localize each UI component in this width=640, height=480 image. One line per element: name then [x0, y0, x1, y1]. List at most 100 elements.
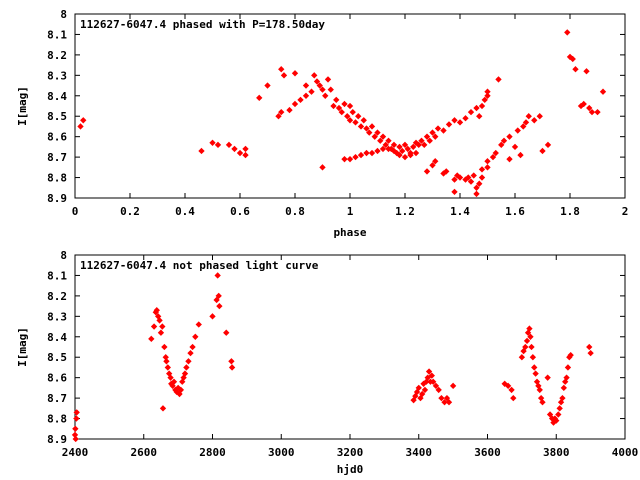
y-axis-label: I[mag] — [16, 86, 29, 126]
data-point — [428, 372, 435, 379]
x-tick-label: 1 — [347, 205, 354, 218]
data-point — [148, 335, 155, 342]
y-tick-label: 8.5 — [47, 110, 67, 123]
data-point — [501, 380, 508, 387]
data-point — [390, 147, 398, 155]
data-point — [432, 133, 439, 140]
data-point — [536, 113, 543, 120]
data-point — [432, 158, 439, 165]
data-point — [311, 72, 318, 79]
data-point — [525, 113, 532, 120]
data-point — [478, 166, 486, 173]
data-point — [195, 321, 202, 328]
data-point — [504, 382, 512, 390]
data-point — [438, 394, 445, 402]
data-point — [484, 158, 491, 165]
plot-frame — [74, 254, 626, 440]
data-point — [529, 354, 537, 361]
data-point — [264, 82, 271, 89]
y-tick-label: 8.3 — [47, 69, 67, 82]
data-point — [344, 113, 351, 120]
unphased-light-curve-panel: 2400 2600 2800 3000 3200 3400 3600 3800 4000 8 8.1… — [16, 249, 638, 476]
x-tick-label: 1.2 — [395, 205, 415, 218]
y-tick-label: 8.7 — [47, 392, 67, 405]
data-point — [441, 399, 448, 406]
data-point — [456, 174, 464, 181]
data-point — [462, 115, 469, 122]
data-point — [415, 141, 422, 149]
data-point — [377, 137, 384, 144]
data-point — [527, 333, 534, 340]
x-tick-label: 0.6 — [230, 205, 250, 218]
data-point — [572, 66, 579, 73]
y-tick-label: 8.6 — [47, 131, 67, 144]
data-point — [413, 388, 421, 396]
data-point — [518, 354, 526, 361]
data-point — [445, 121, 453, 128]
x-axis-label: hjd0 — [337, 463, 364, 476]
data-point — [563, 374, 570, 381]
data-point — [567, 352, 574, 359]
data-point — [415, 384, 422, 392]
data-point — [214, 141, 222, 149]
data-point — [374, 129, 381, 136]
data-point — [159, 323, 166, 330]
data-point — [451, 188, 458, 196]
data-point — [322, 92, 329, 99]
x-tick-label: 1.6 — [505, 205, 525, 218]
data-point — [423, 133, 431, 140]
data-point — [355, 113, 362, 120]
data-point — [297, 96, 304, 104]
data-point — [167, 374, 174, 381]
data-point — [363, 125, 370, 132]
data-point — [183, 364, 190, 371]
data-point — [473, 184, 480, 191]
data-point — [514, 127, 521, 134]
plot-title: 112627-6047.4 phased with P=178.50day — [80, 18, 325, 31]
y-tick-label: 8.3 — [47, 310, 67, 323]
data-point — [481, 96, 488, 104]
data-point — [498, 141, 505, 149]
data-point — [176, 390, 183, 398]
data-point — [357, 123, 365, 130]
data-point — [319, 164, 326, 171]
data-point — [302, 92, 310, 99]
data-point — [476, 113, 483, 120]
data-point — [407, 151, 414, 159]
data-point — [157, 329, 165, 336]
data-point — [473, 104, 480, 112]
data-point — [80, 117, 87, 124]
data-point — [346, 155, 354, 163]
data-point — [209, 139, 216, 146]
data-point — [189, 343, 196, 351]
data-point — [410, 396, 417, 404]
phased-light-curve-panel: 0 0.2 0.4 0.6 0.8 1 1.2 1.4 1.6 1.8 2 8 8.1 8.2 8.3 8.4… — [16, 8, 628, 239]
y-tick-label: 8 — [60, 8, 67, 21]
y-tick-label: 8.6 — [47, 372, 67, 385]
data-point — [451, 117, 458, 124]
data-point — [536, 386, 543, 394]
x-tick-label: 4000 — [612, 446, 639, 459]
data-point — [275, 113, 282, 120]
data-point — [330, 102, 337, 110]
y-tick-label: 8.8 — [47, 172, 67, 185]
data-point — [371, 133, 378, 140]
y-tick-label: 8.9 — [47, 192, 67, 205]
data-point — [401, 153, 409, 161]
data-point — [506, 155, 513, 163]
data-point — [569, 55, 576, 63]
x-axis-label: phase — [333, 226, 366, 239]
data-point — [412, 149, 420, 157]
data-point — [506, 133, 513, 140]
data-point — [445, 399, 453, 406]
data-point — [341, 155, 348, 163]
data-point — [352, 119, 359, 126]
data-point — [478, 102, 486, 110]
data-point — [473, 190, 480, 198]
y-tick-label: 8.1 — [47, 269, 67, 282]
x-tick-label: 2800 — [199, 446, 226, 459]
data-point — [169, 382, 176, 390]
data-point — [532, 370, 539, 377]
data-point — [174, 384, 182, 392]
